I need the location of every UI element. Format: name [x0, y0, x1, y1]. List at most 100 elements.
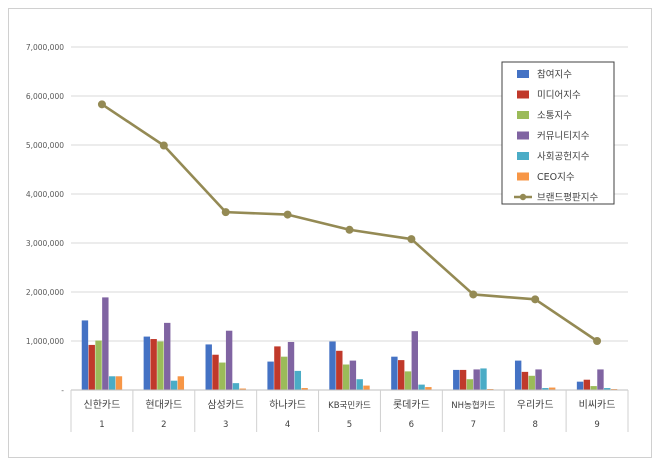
x-index-label: 4 [285, 420, 290, 430]
x-tick-label: 우리카드 [517, 399, 554, 411]
legend-label: 소통지수 [537, 111, 572, 122]
x-index-label: 1 [99, 420, 104, 430]
legend-label: 커뮤니티지수 [537, 131, 590, 142]
x-index-label: 5 [347, 420, 352, 430]
legend-label: 참여지수 [537, 69, 572, 81]
bar-2 [583, 379, 591, 390]
y-tick-label: 7,000,000 [26, 43, 64, 52]
legend-swatch [517, 70, 529, 78]
legend-swatch-marker [519, 193, 527, 201]
bar-5 [480, 368, 487, 390]
bar-3 [466, 379, 474, 390]
bar-1 [576, 381, 584, 390]
y-tick-label: 4,000,000 [26, 190, 64, 199]
bar-1 [143, 336, 151, 390]
bar-5 [170, 380, 178, 390]
bar-4 [473, 369, 480, 390]
bar-3 [95, 340, 102, 390]
legend-swatch [517, 152, 529, 160]
x-index-label: 3 [223, 420, 228, 430]
y-tick-label: 2,000,000 [26, 288, 64, 297]
line-point [97, 100, 106, 109]
x-axis: 신한카드 1 현대카드 2 삼성카드 3 하나카드 4 KB국민카드 5 롯데카드 6 NH농협카드 7 우… [70, 389, 629, 432]
y-tick-label: 1,000,000 [26, 337, 64, 346]
bar-2 [336, 350, 343, 390]
bar-2 [521, 371, 529, 390]
line-point [283, 210, 292, 219]
x-tick-label: NH농협카드 [451, 400, 495, 411]
legend-swatch [517, 172, 529, 181]
x-tick-label: 비씨카드 [579, 399, 616, 411]
y-tick-label: 6,000,000 [26, 92, 64, 101]
bar-5 [232, 383, 240, 390]
bar-4 [287, 341, 295, 390]
legend-swatch [517, 90, 529, 99]
brand-reputation-line [97, 100, 602, 345]
legend-label: CEO지수 [537, 172, 575, 183]
bar-3 [404, 371, 412, 390]
bar-2 [88, 344, 95, 390]
bar-4 [102, 297, 109, 390]
line-point [531, 295, 540, 304]
line-point [159, 141, 168, 150]
line-point [345, 225, 354, 234]
x-index-label: 6 [409, 420, 414, 430]
bar-1 [205, 344, 212, 390]
bar-6 [177, 376, 185, 390]
bar-5 [356, 379, 363, 390]
bar-6 [115, 376, 123, 390]
bar-4 [535, 369, 542, 390]
bar-6 [301, 388, 308, 390]
bar-1 [81, 320, 89, 390]
bar-4 [349, 360, 357, 390]
bar-4 [164, 322, 171, 390]
legend-label: 미디어지수 [537, 90, 581, 101]
x-tick-label: 하나카드 [269, 398, 306, 411]
bar-5 [542, 388, 549, 390]
legend-label: 브랜드평판지수 [537, 193, 598, 204]
x-index-label: 7 [471, 420, 476, 430]
bar-3 [342, 364, 350, 390]
bar-2 [274, 346, 281, 390]
line-point [221, 208, 230, 217]
y-tick-label: 5,000,000 [26, 141, 64, 150]
bars [81, 297, 618, 390]
x-index-label: 9 [594, 420, 599, 430]
bar-1 [514, 360, 522, 390]
bar-5 [604, 388, 611, 390]
bar-4 [597, 369, 604, 390]
bar-5 [108, 376, 116, 390]
bar-4 [411, 331, 418, 390]
x-tick-label: 현대카드 [145, 399, 182, 411]
y-tick-label: 3,000,000 [26, 239, 64, 248]
bar-5 [294, 370, 302, 390]
bar-3 [219, 362, 226, 390]
x-index-label: 8 [532, 420, 537, 430]
bar-5 [418, 384, 425, 390]
x-tick-label: 삼성카드 [207, 399, 244, 411]
x-tick-label: 신한카드 [84, 399, 121, 411]
x-index-label: 2 [161, 420, 166, 430]
bar-2 [459, 369, 467, 390]
x-tick-label: 롯데카드 [393, 399, 430, 411]
bar-3 [281, 356, 288, 390]
bar-4 [225, 330, 233, 390]
y-axis-tick-labels: - 1,000,000 2,000,000 3,000,000 4,000,000 5,0… [26, 43, 64, 395]
bar-3 [528, 375, 535, 390]
bar-3 [590, 386, 597, 390]
legend-swatch [517, 111, 529, 119]
bar-3 [157, 341, 164, 390]
legend-swatch [517, 131, 529, 140]
bar-1 [267, 361, 274, 390]
bar-2 [397, 360, 405, 390]
bar-6 [363, 385, 370, 390]
line-point [469, 290, 478, 299]
bar-1 [329, 341, 336, 390]
y-tick-label: - [61, 386, 64, 395]
bar-1 [391, 356, 398, 390]
bar-2 [212, 354, 219, 390]
bar-2 [150, 339, 157, 390]
line-point [407, 235, 416, 244]
